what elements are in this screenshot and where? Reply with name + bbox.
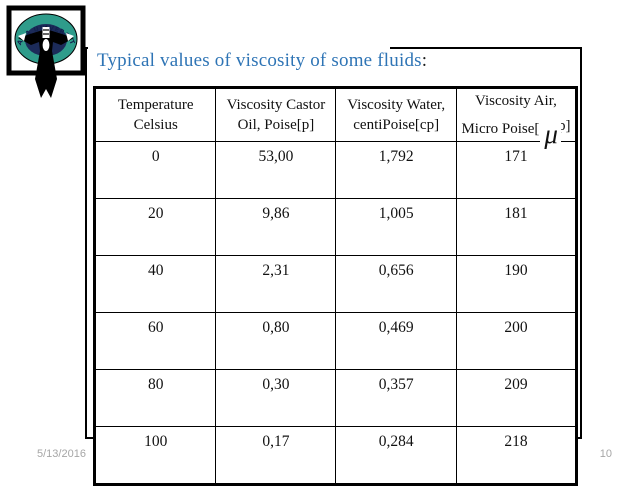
- table-row: 80 0,30 0,357 209: [93, 369, 578, 428]
- table-cell: 218: [455, 426, 578, 486]
- logo-bird-breast: [42, 39, 50, 51]
- table-cell: 0,30: [215, 369, 337, 428]
- table-row: 60 0,80 0,469 200: [93, 312, 578, 371]
- footer-page-number: 10: [599, 448, 612, 460]
- table-cell: 0,80: [215, 312, 337, 371]
- table-cell: 0,284: [335, 426, 457, 486]
- table-cell: 181: [455, 198, 578, 257]
- table-cell: 0,357: [335, 369, 457, 428]
- table-row: 40 2,31 0,656 190: [93, 255, 578, 314]
- table-cell: 2,31: [215, 255, 337, 314]
- table-cell: 100: [93, 426, 217, 486]
- header-air: Viscosity Air, Micro Poise[μp]: [455, 86, 578, 149]
- table-cell: 0,17: [215, 426, 337, 486]
- table-cell: 0: [93, 141, 217, 200]
- table-cell: 60: [93, 312, 217, 371]
- university-logo: SAGA UNIVERSITY: [4, 3, 86, 98]
- header-water: Viscosity Water, centiPoise[cp]: [335, 86, 457, 143]
- table-cell: 190: [455, 255, 578, 314]
- logo-emblem: [42, 27, 50, 38]
- title-colon: :: [421, 50, 428, 71]
- table-row: 20 9,86 1,005 181: [93, 198, 578, 257]
- table-cell: 1,005: [335, 198, 457, 257]
- table-cell: 40: [93, 255, 217, 314]
- header-temperature: Temperature Celsius: [93, 86, 217, 143]
- table-cell: 53,00: [215, 141, 337, 200]
- table-row: 100 0,17 0,284 218: [93, 426, 578, 486]
- table-cell: 0,469: [335, 312, 457, 371]
- logo-wingtip-right: [66, 33, 74, 41]
- table-cell: 20: [93, 198, 217, 257]
- page-title: Typical values of viscosity of some flui…: [97, 50, 428, 71]
- table-cell: 171: [455, 141, 578, 200]
- table-cell: 1,792: [335, 141, 457, 200]
- mu-symbol: μ: [540, 120, 561, 147]
- table-cell: 209: [455, 369, 578, 428]
- title-box: Typical values of viscosity of some flui…: [88, 42, 427, 78]
- logo-bird-icon: [18, 26, 74, 98]
- header-air-line2: Micro Poise[μp]: [461, 117, 571, 149]
- logo-wingtip-left: [18, 33, 26, 41]
- footer-date: 5/13/2016: [37, 448, 86, 460]
- table-cell: 0,656: [335, 255, 457, 314]
- header-castor-oil: Viscosity Castor Oil, Poise[p]: [215, 86, 337, 143]
- table-cell: 200: [455, 312, 578, 371]
- table-cell: 9,86: [215, 198, 337, 257]
- table-cell: 80: [93, 369, 217, 428]
- viscosity-table: Temperature Celsius Viscosity Castor Oil…: [93, 86, 578, 486]
- table-row: 0 53,00 1,792 171: [93, 141, 578, 200]
- table-header-row: Temperature Celsius Viscosity Castor Oil…: [93, 86, 578, 149]
